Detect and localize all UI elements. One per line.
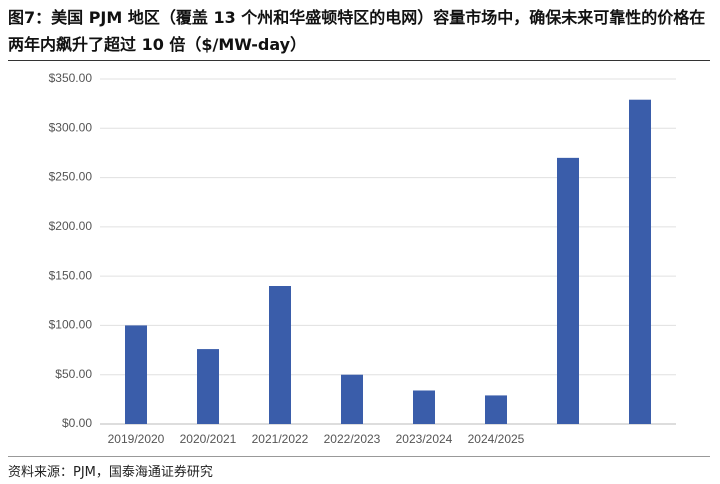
bar <box>269 286 291 424</box>
bar <box>341 374 363 424</box>
y-tick-label: $250.00 <box>49 170 93 184</box>
bar <box>629 99 651 424</box>
source-note: 资料来源：PJM，国泰海通证券研究 <box>8 465 213 480</box>
y-tick-label: $0.00 <box>62 416 92 430</box>
y-tick-label: $50.00 <box>55 367 92 381</box>
x-tick-label: 2021/2022 <box>252 432 309 446</box>
x-tick-label: 2019/2020 <box>108 432 165 446</box>
chart-title: 图7：美国 PJM 地区（覆盖 13 个州和华盛顿特区的电网）容量市场中，确保未… <box>8 8 706 54</box>
x-tick-label: 2020/2021 <box>180 432 237 446</box>
bar <box>125 325 147 424</box>
source-rule <box>8 456 710 457</box>
bar <box>413 390 435 424</box>
x-tick-label: 2023/2024 <box>396 432 453 446</box>
y-tick-label: $300.00 <box>49 120 93 134</box>
bar <box>485 395 507 424</box>
y-tick-label: $350.00 <box>49 71 93 85</box>
chart: $0.00 $50.00 $100.00 $150.00 $200.00 $250.00 $… <box>49 71 676 446</box>
y-tick-label: $150.00 <box>49 268 93 282</box>
bar <box>197 349 219 424</box>
title-rule <box>8 60 710 61</box>
bar <box>557 157 579 424</box>
x-tick-label: 2024/2025 <box>468 432 525 446</box>
y-tick-label: $100.00 <box>49 318 93 332</box>
x-tick-label: 2022/2023 <box>324 432 381 446</box>
y-tick-label: $200.00 <box>49 219 93 233</box>
